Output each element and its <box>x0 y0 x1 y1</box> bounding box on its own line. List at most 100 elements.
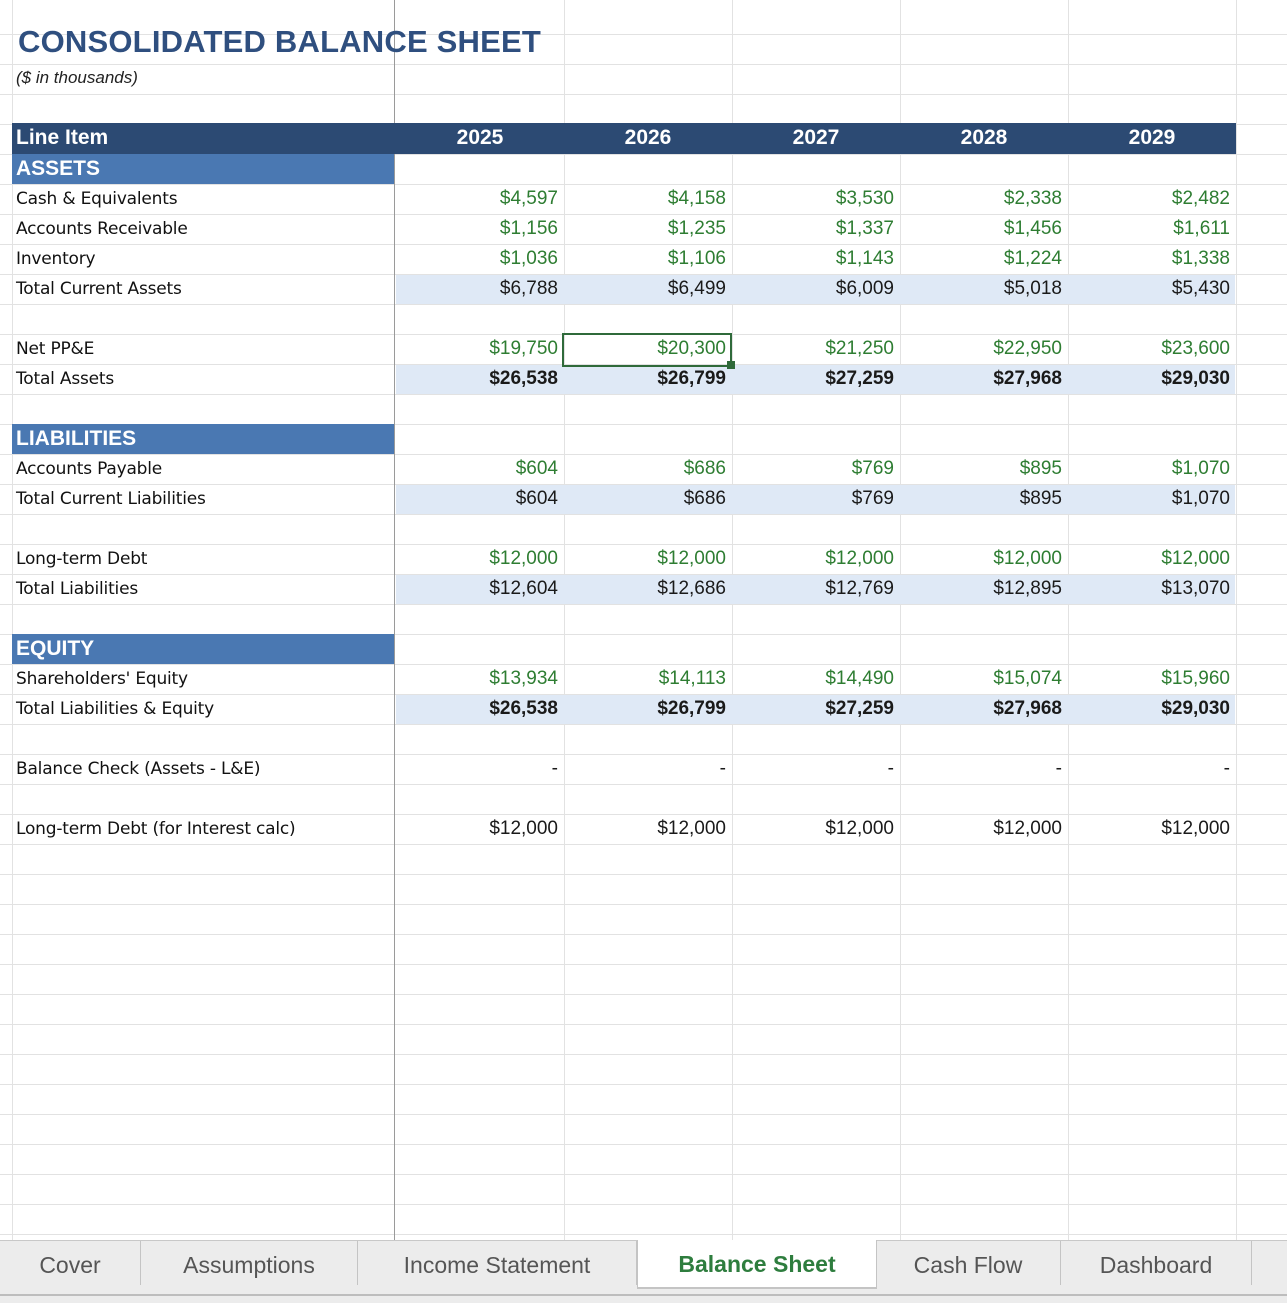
value-cell[interactable]: $769 <box>851 488 894 509</box>
value-cell[interactable]: $27,968 <box>993 368 1062 389</box>
value-cell[interactable]: $12,000 <box>993 548 1062 569</box>
value-cell[interactable]: $604 <box>515 488 558 509</box>
value-cell[interactable]: $13,070 <box>1161 578 1230 599</box>
year-header-1: 2026 <box>624 126 672 149</box>
value-cell[interactable]: $27,968 <box>993 698 1062 719</box>
value-cell[interactable]: $27,259 <box>825 368 894 389</box>
value-cell[interactable]: $1,106 <box>667 248 726 269</box>
value-cell[interactable]: $12,000 <box>825 818 894 839</box>
value-cell[interactable]: $12,000 <box>489 548 558 569</box>
value-cell[interactable]: $12,895 <box>993 578 1062 599</box>
value-cell[interactable]: $14,113 <box>658 668 726 689</box>
value-cell[interactable]: $1,224 <box>1003 248 1062 269</box>
row-gridline <box>0 274 1287 275</box>
value-cell[interactable]: $12,769 <box>825 578 894 599</box>
value-cell[interactable]: $769 <box>851 458 894 479</box>
row-label[interactable]: Total Current Liabilities <box>16 489 206 509</box>
value-cell[interactable]: $14,490 <box>825 668 894 689</box>
value-cell[interactable]: $895 <box>1019 488 1062 509</box>
tab-cash-flow[interactable]: Cash Flow <box>913 1252 1023 1278</box>
value-cell[interactable]: $1,337 <box>835 218 894 239</box>
value-cell[interactable]: $1,143 <box>835 248 894 269</box>
value-cell[interactable]: $23,600 <box>1161 338 1230 359</box>
row-label[interactable]: Net PP&E <box>16 339 95 359</box>
value-cell[interactable]: $4,597 <box>499 188 558 209</box>
row-label[interactable]: Long-term Debt (for Interest calc) <box>16 819 296 839</box>
value-cell[interactable]: $1,338 <box>1171 248 1230 269</box>
row-label[interactable]: Shareholders' Equity <box>16 669 188 689</box>
sheet-tab-bar: Cover Assumptions Income Statement Balance … <box>0 1240 1287 1303</box>
value-cell[interactable]: $1,070 <box>1171 488 1230 509</box>
value-cell[interactable]: $6,009 <box>835 278 894 299</box>
value-cell[interactable]: $2,338 <box>1003 188 1062 209</box>
value-cell[interactable]: $12,000 <box>1161 548 1230 569</box>
tab-assumptions[interactable]: Assumptions <box>183 1252 315 1278</box>
value-cell[interactable]: $12,000 <box>1161 818 1230 839</box>
value-cell[interactable]: $12,000 <box>489 818 558 839</box>
value-cell[interactable]: $12,000 <box>657 548 726 569</box>
value-cell[interactable]: $26,538 <box>489 698 558 719</box>
row-label[interactable]: Total Liabilities & Equity <box>16 699 215 719</box>
value-cell[interactable]: - <box>719 758 726 779</box>
value-cell[interactable]: $5,430 <box>1171 278 1230 299</box>
value-cell[interactable]: $12,000 <box>993 818 1062 839</box>
value-cell[interactable]: $29,030 <box>1161 698 1230 719</box>
spreadsheet-grid[interactable]: CONSOLIDATED BALANCE SHEET ($ in thousan… <box>0 0 1287 1240</box>
row-label[interactable]: Total Liabilities <box>16 579 138 599</box>
row-label[interactable]: Total Current Assets <box>16 279 182 299</box>
value-cell[interactable]: $3,530 <box>835 188 894 209</box>
value-cell[interactable]: $5,018 <box>1003 278 1062 299</box>
value-cell[interactable]: - <box>1223 758 1230 779</box>
year-header-4: 2029 <box>1128 126 1176 149</box>
value-cell[interactable]: $19,750 <box>489 338 558 359</box>
row-label[interactable]: Long-term Debt <box>16 549 148 569</box>
row-label[interactable]: Accounts Receivable <box>16 219 188 239</box>
tab-income-statement[interactable]: Income Statement <box>403 1252 591 1278</box>
value-cell[interactable]: $15,074 <box>993 668 1062 689</box>
value-cell[interactable]: $26,538 <box>489 368 558 389</box>
fill-handle[interactable] <box>727 361 735 369</box>
value-cell[interactable]: $29,030 <box>1161 368 1230 389</box>
row-label[interactable]: Cash & Equivalents <box>16 189 178 209</box>
value-cell[interactable]: $604 <box>515 458 558 479</box>
value-cell[interactable]: $22,950 <box>993 338 1062 359</box>
value-cell[interactable]: $20,300 <box>657 338 726 359</box>
value-cell[interactable]: $12,686 <box>657 578 726 599</box>
value-cell[interactable]: $26,799 <box>657 698 726 719</box>
value-cell[interactable]: $27,259 <box>825 698 894 719</box>
value-cell[interactable]: $1,036 <box>499 248 558 269</box>
value-cell[interactable]: - <box>887 758 894 779</box>
value-cell[interactable]: $12,604 <box>489 578 558 599</box>
value-cell[interactable]: $26,799 <box>657 368 726 389</box>
tab-cover[interactable]: Cover <box>39 1252 101 1278</box>
tab-separator <box>140 1241 141 1285</box>
value-cell[interactable]: - <box>1055 758 1062 779</box>
row-label[interactable]: Balance Check (Assets - L&E) <box>16 759 261 779</box>
tab-dashboard[interactable]: Dashboard <box>1099 1252 1213 1278</box>
row-label[interactable]: Accounts Payable <box>16 459 163 479</box>
value-cell[interactable]: $1,070 <box>1171 458 1230 479</box>
value-cell[interactable]: $21,250 <box>825 338 894 359</box>
selected-cell[interactable] <box>562 333 732 367</box>
value-cell[interactable]: $2,482 <box>1171 188 1230 209</box>
value-cell[interactable]: $1,156 <box>499 218 558 239</box>
row-label[interactable]: Inventory <box>16 249 96 269</box>
value-cell[interactable]: $686 <box>683 488 726 509</box>
value-cell[interactable]: $6,499 <box>667 278 726 299</box>
value-cell[interactable]: $1,456 <box>1003 218 1062 239</box>
value-cell[interactable]: $686 <box>683 458 726 479</box>
value-cell[interactable]: $1,611 <box>1173 218 1230 239</box>
value-cell[interactable]: $895 <box>1019 458 1062 479</box>
row-gridline <box>0 784 1287 785</box>
value-cell[interactable]: $15,960 <box>1161 668 1230 689</box>
value-cell[interactable]: $4,158 <box>667 188 726 209</box>
value-cell[interactable]: $13,934 <box>489 668 558 689</box>
row-label[interactable]: Total Assets <box>16 369 115 389</box>
value-cell[interactable]: $12,000 <box>825 548 894 569</box>
value-cell[interactable]: $1,235 <box>667 218 726 239</box>
value-cell[interactable]: $6,788 <box>499 278 558 299</box>
value-cell[interactable]: $12,000 <box>657 818 726 839</box>
value-cell[interactable]: - <box>551 758 558 779</box>
tab-balance-sheet[interactable]: Balance Sheet <box>637 1240 877 1289</box>
row-gridline <box>0 514 1287 515</box>
